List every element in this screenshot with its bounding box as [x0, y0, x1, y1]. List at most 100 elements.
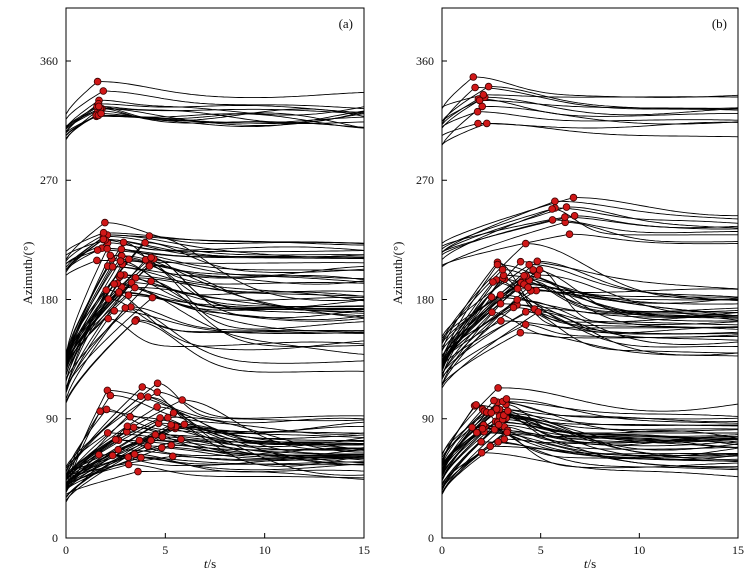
peak-marker: [95, 102, 103, 111]
peak-marker: [180, 420, 189, 429]
y-tick-label: 0: [428, 531, 434, 545]
x-tick-label: 10: [259, 543, 271, 557]
azimuth-curve: [65, 107, 365, 129]
azimuth-curve: [441, 261, 739, 363]
azimuth-curve: [441, 401, 738, 472]
peak-marker: [147, 277, 155, 286]
azimuth-curve: [65, 320, 364, 404]
panel-label-a: (a): [339, 16, 353, 31]
peak-marker: [494, 384, 502, 392]
azimuth-curve: [441, 216, 739, 247]
peak-marker: [513, 295, 521, 304]
y-axis-label-b: Azimuth/(°): [390, 242, 405, 305]
peak-marker: [103, 429, 112, 437]
azimuth-curve: [65, 318, 365, 394]
azimuth-curve: [441, 424, 738, 480]
peak-marker: [498, 265, 507, 274]
azimuth-curve: [65, 259, 364, 276]
peak-marker: [145, 232, 154, 240]
azimuth-curve: [65, 382, 365, 473]
x-tick-label: 15: [358, 543, 370, 557]
peak-marker: [487, 293, 496, 301]
peak-marker: [158, 433, 167, 441]
peak-marker: [138, 383, 147, 391]
peak-marker: [489, 278, 497, 286]
peak-marker: [565, 230, 574, 239]
azimuth-curve: [65, 265, 365, 365]
peak-marker: [493, 260, 502, 269]
peak-marker: [548, 205, 556, 213]
peak-marker: [110, 306, 119, 315]
peak-marker: [472, 401, 480, 409]
peak-marker: [490, 396, 498, 405]
peak-marker: [535, 265, 544, 274]
peak-marker: [116, 271, 125, 279]
peak-marker: [131, 273, 140, 282]
azimuth-curve: [65, 235, 364, 271]
azimuth-curve: [65, 396, 364, 492]
azimuth-curve: [65, 105, 365, 132]
peak-marker: [102, 405, 111, 414]
azimuth-curve: [65, 395, 365, 480]
azimuth-curve: [65, 454, 364, 489]
peak-marker: [474, 119, 482, 128]
azimuth-curve: [441, 324, 739, 378]
peak-marker: [151, 430, 160, 439]
x-axis-label-a: t/s: [204, 556, 216, 571]
azimuth-curve: [65, 408, 365, 473]
peak-marker: [497, 317, 505, 325]
peak-marker: [524, 283, 532, 292]
azimuth-curve: [441, 105, 739, 146]
x-axis-label-b: t/s: [584, 556, 596, 571]
peak-marker: [167, 421, 175, 429]
y-tick-label: 270: [40, 173, 58, 187]
peak-marker: [492, 405, 501, 413]
peak-marker: [500, 435, 509, 444]
azimuth-curve: [65, 106, 365, 128]
peak-marker: [521, 320, 530, 329]
peak-marker: [99, 87, 108, 95]
peak-marker: [99, 235, 108, 244]
x-axis-unit-b: /s: [587, 556, 596, 571]
azimuth-curve: [441, 208, 738, 250]
azimuth-curve: [441, 99, 738, 122]
azimuth-curve: [65, 470, 365, 495]
azimuth-curve: [441, 200, 739, 253]
peak-marker: [93, 246, 102, 254]
azimuth-curve: [65, 456, 365, 479]
y-tick-label: 90: [46, 412, 58, 426]
peaks-a: [92, 77, 189, 476]
peak-marker: [473, 107, 482, 116]
peak-marker: [106, 391, 115, 400]
peak-marker: [503, 428, 511, 437]
peak-marker: [101, 218, 109, 227]
y-axis-label-a: Azimuth/(°): [20, 242, 35, 305]
peak-marker: [478, 424, 487, 433]
azimuth-curve: [65, 81, 365, 115]
peak-marker: [93, 256, 101, 265]
x-axis-var-b: t: [584, 556, 588, 571]
peak-marker: [144, 393, 152, 401]
azimuth-curve: [441, 94, 738, 108]
x-axis-var-a: t: [204, 556, 208, 571]
peak-marker: [169, 409, 178, 417]
peak-marker: [153, 388, 162, 397]
peak-marker: [102, 286, 110, 294]
azimuth-curve: [65, 292, 365, 363]
azimuth-curve: [65, 90, 365, 120]
azimuth-curve: [65, 254, 365, 368]
peak-marker: [141, 238, 149, 247]
peak-marker: [131, 283, 139, 292]
peak-marker: [136, 392, 145, 401]
azimuth-curve: [65, 453, 365, 490]
peak-marker: [520, 271, 528, 280]
peak-marker: [178, 396, 187, 404]
peak-marker: [137, 453, 145, 462]
peak-marker: [147, 253, 155, 262]
azimuth-curve: [65, 307, 365, 400]
azimuth-curve: [441, 299, 739, 375]
azimuth-curve: [441, 260, 739, 364]
peak-marker: [145, 262, 154, 270]
azimuth-curve: [441, 414, 739, 475]
peak-marker: [562, 203, 571, 211]
